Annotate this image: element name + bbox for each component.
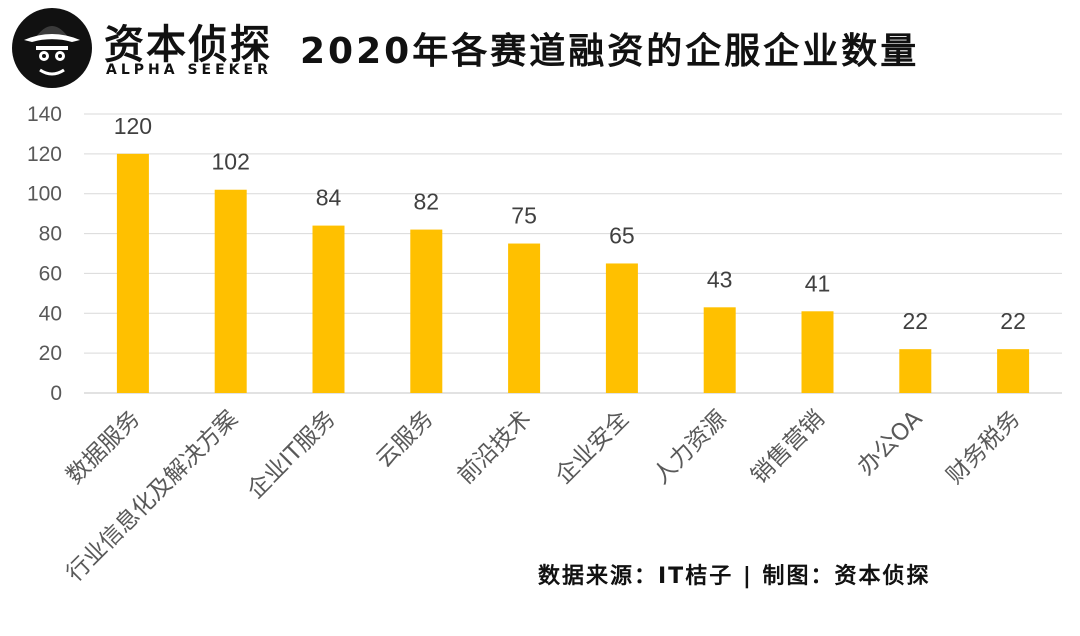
x-tick-label: 办公OA [853,406,928,481]
bar [997,349,1030,393]
bar [605,263,638,393]
x-tick-label: 财务税务 [942,406,1025,489]
x-tick-label: 企业安全 [551,406,634,489]
y-tick-label: 40 [39,302,62,325]
y-tick-label: 60 [39,262,62,285]
x-tick-label: 前沿技术 [453,406,536,489]
data-label: 41 [805,270,831,296]
data-label: 120 [114,113,152,139]
bar [703,307,736,393]
x-tick-label: 销售营销 [746,406,829,489]
data-label: 75 [511,203,537,229]
data-label: 102 [212,149,250,175]
y-tick-label: 80 [39,223,62,246]
detective-avatar-icon [12,8,92,88]
y-tick-label: 140 [27,103,62,126]
data-label: 22 [903,308,929,334]
data-label: 65 [609,222,635,248]
bar [312,225,345,393]
chart-title: 2020年各赛道融资的企服企业数量 [300,31,920,72]
data-label: 43 [707,266,733,292]
x-tick-label: 数据服务 [62,406,145,489]
x-tick-label: 云服务 [371,406,438,473]
y-tick-label: 20 [39,342,62,365]
bar [508,243,541,393]
y-tick-label: 0 [50,382,62,405]
x-tick-label: 人力资源 [649,406,732,489]
data-label: 84 [316,185,342,211]
brand-tagline: ALPHA SEEKER [106,62,272,78]
brand-name: 资本侦探 [104,22,272,68]
bar [410,229,443,393]
bar [899,349,932,393]
bar [116,153,149,393]
brand-logo: 资本侦探 ALPHA SEEKER [6,4,286,90]
y-tick-label: 100 [27,183,62,206]
data-label: 22 [1000,308,1026,334]
bar [801,311,834,393]
y-tick-label: 120 [27,143,62,166]
data-label: 82 [414,189,440,215]
bar [214,189,247,393]
x-tick-label: 行业信息化及解决方案 [62,406,243,587]
x-tick-label: 企业IT服务 [243,406,341,504]
data-source-note: 数据来源：IT桔子 | 制图：资本侦探 [538,564,931,589]
